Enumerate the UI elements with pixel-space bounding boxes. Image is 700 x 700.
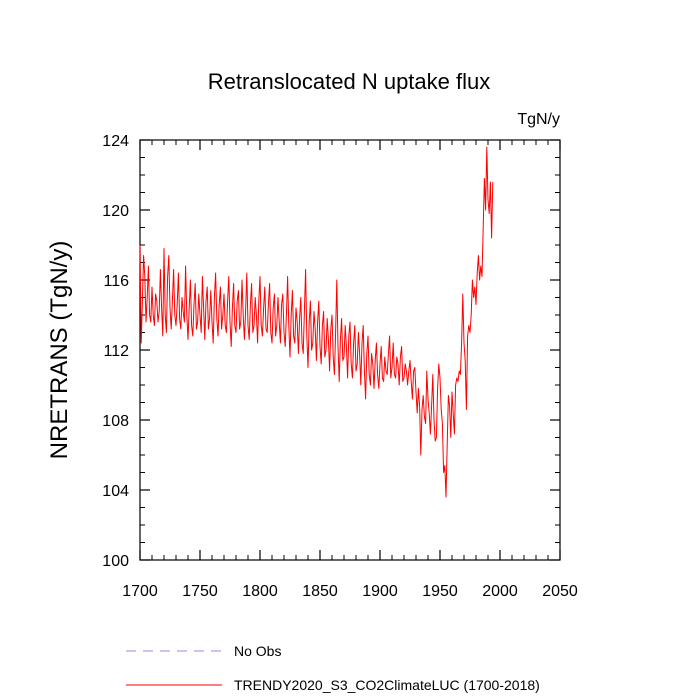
x-tick-label: 2050 <box>542 583 578 600</box>
y-tick-label: 120 <box>102 203 129 220</box>
x-tick-label: 2000 <box>482 583 518 600</box>
units-label: TgN/y <box>517 111 560 128</box>
plot-frame <box>139 139 561 561</box>
plot-area <box>139 139 561 561</box>
y-tick-label: 112 <box>103 343 129 360</box>
x-tick-label: 1750 <box>182 583 218 600</box>
y-tick-label: 100 <box>102 553 129 570</box>
legend: No Obs TRENDY2020_S3_CO2ClimateLUC (1700… <box>126 643 540 693</box>
chart-title: Retranslocated N uptake flux <box>208 69 491 94</box>
axis-ticks <box>139 139 561 561</box>
y-tick-label: 116 <box>103 273 129 290</box>
y-tick-label: 104 <box>102 483 129 500</box>
x-tick-label: 1800 <box>242 583 278 600</box>
legend-label-no-obs: No Obs <box>234 643 281 659</box>
series-line-trendy2020 <box>139 146 494 498</box>
y-tick-label: 108 <box>102 413 129 430</box>
y-axis-label: NRETRANS (TgN/y) <box>46 241 73 460</box>
y-tick-label: 124 <box>102 133 129 150</box>
x-tick-label: 1900 <box>362 583 398 600</box>
y-tick-labels: 100 104 108 112 116 120 124 <box>102 133 129 570</box>
x-tick-label: 1700 <box>122 583 158 600</box>
x-tick-labels: 1700 1750 1800 1850 1900 1950 2000 2050 <box>122 583 578 600</box>
x-tick-label: 1850 <box>302 583 338 600</box>
legend-item-trendy2020: TRENDY2020_S3_CO2ClimateLUC (1700-2018) <box>126 677 540 693</box>
x-tick-label: 1950 <box>422 583 458 600</box>
legend-label-trendy2020: TRENDY2020_S3_CO2ClimateLUC (1700-2018) <box>234 677 540 693</box>
legend-item-no-obs: No Obs <box>126 643 281 659</box>
